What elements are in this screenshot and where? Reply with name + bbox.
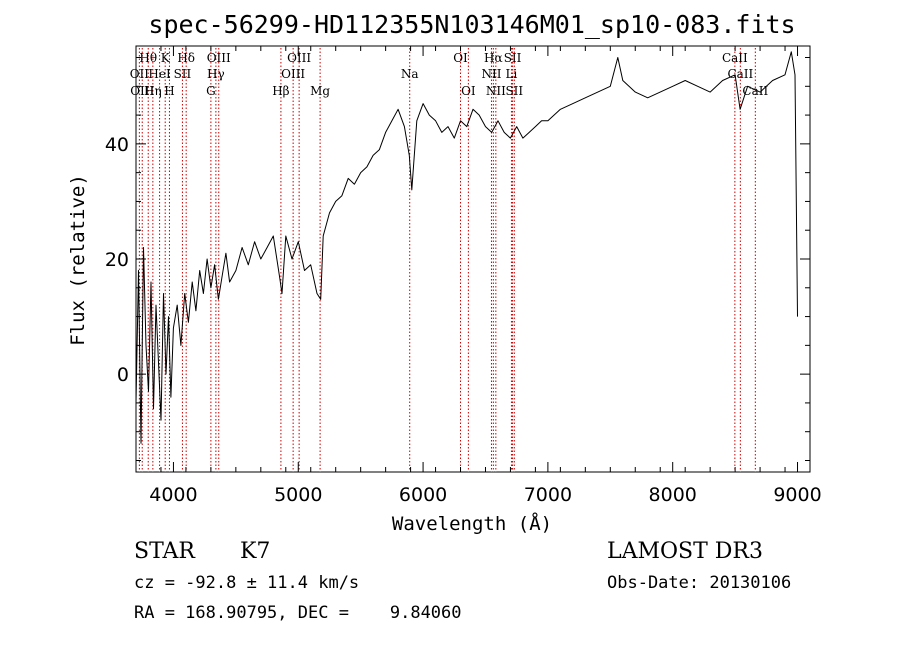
- line-marker-label-12: Hγ: [207, 67, 225, 81]
- line-marker-label-23: Mg: [310, 84, 330, 98]
- x-tick-label-3: 7000: [524, 484, 572, 506]
- line-marker-label-16: Li: [506, 67, 518, 81]
- line-marker-label-13: OIII: [281, 67, 305, 81]
- axes: 4000 5000 6000 7000 8000 9000 0 20 40: [105, 46, 822, 506]
- line-marker-label-2: Hδ: [177, 51, 195, 65]
- line-marker-label-0: Hθ: [139, 51, 157, 65]
- obs-date-text: Obs-Date: 20130106: [607, 573, 792, 593]
- line-marker-label-7: SII: [504, 51, 522, 65]
- line-markers: [138, 48, 756, 472]
- survey-name: LAMOST DR3: [607, 539, 763, 564]
- line-marker-label-3: OIII: [207, 51, 231, 65]
- line-marker-label-15: NII: [481, 67, 501, 81]
- x-tick-label-1: 5000: [274, 484, 322, 506]
- line-marker-label-8: CaII: [722, 51, 748, 65]
- line-marker-label-1: K: [161, 51, 171, 65]
- line-marker-label-22: Hβ: [272, 84, 289, 98]
- chart-title: spec-56299-HD112355N103146M01_sp10-083.f…: [148, 10, 795, 39]
- line-marker-label-14: Na: [401, 67, 419, 81]
- y-tick-label-2: 40: [105, 134, 129, 156]
- object-class: STAR: [134, 539, 195, 564]
- line-marker-label-24: OI: [461, 84, 476, 98]
- object-subclass: K7: [240, 539, 271, 564]
- line-marker-label-26: SII: [505, 84, 523, 98]
- x-tick-label-2: 6000: [399, 484, 447, 506]
- series-line-0: [135, 51, 798, 444]
- line-marker-label-20: H: [164, 84, 174, 98]
- x-tick-label-0: 4000: [149, 484, 197, 506]
- line-marker-label-21: G: [206, 84, 216, 98]
- x-tick-label-4: 8000: [649, 484, 697, 506]
- redshift-text: cz = -92.8 ± 11.4 km/s: [134, 573, 360, 593]
- y-tick-label-1: 20: [105, 249, 129, 271]
- x-axis-label: Wavelength (Å): [392, 512, 552, 535]
- y-tick-label-0: 0: [117, 364, 129, 386]
- line-marker-label-19: Hη: [144, 84, 162, 98]
- y-axis-label: Flux (relative): [67, 174, 89, 346]
- spectrum-series: [135, 51, 798, 444]
- line-marker-label-17: CaII: [727, 67, 753, 81]
- line-marker-label-5: OI: [453, 51, 468, 65]
- coordinates-text: RA = 168.90795, DEC = 9.84060: [134, 603, 462, 623]
- line-marker-label-9: OII: [130, 67, 150, 81]
- line-marker-label-25: NII: [486, 84, 506, 98]
- line-marker-label-10: HeI: [148, 67, 171, 81]
- line-marker-label-11: SII: [174, 67, 192, 81]
- line-marker-label-4: OIII: [287, 51, 311, 65]
- line-marker-label-18: OIII: [130, 84, 154, 98]
- line-marker-label-6: Hα: [484, 51, 503, 65]
- line-marker-label-27: CaII: [742, 84, 768, 98]
- x-tick-label-5: 9000: [773, 484, 821, 506]
